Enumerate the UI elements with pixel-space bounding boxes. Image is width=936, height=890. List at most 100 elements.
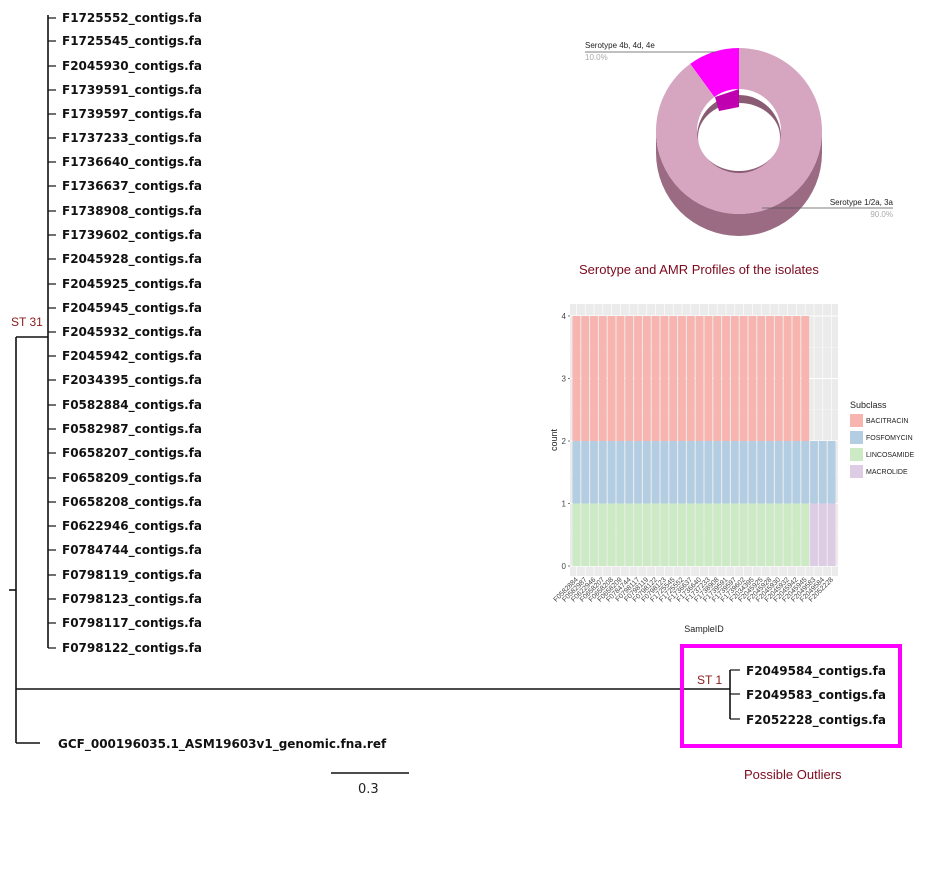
bar-segment — [634, 441, 642, 504]
bar-segment — [660, 316, 669, 441]
bar-segment — [713, 316, 722, 441]
st31-leaf-label: F0658208_contigs.fa — [62, 495, 203, 509]
st1-label: ST 1 — [697, 673, 723, 687]
bar-segment — [792, 316, 801, 441]
st31-leaf-label: F1739591_contigs.fa — [62, 83, 203, 97]
bar-segment — [598, 316, 607, 441]
st1-leaf-label: F2052228_contigs.fa — [746, 713, 887, 727]
bar-segment — [651, 316, 660, 441]
st1-leaf-label: F2049583_contigs.fa — [746, 688, 887, 702]
amr-stacked-bar-chart: 01234F0582884F0582987F0622946F0658207F06… — [549, 304, 915, 634]
bar-segment — [669, 316, 678, 441]
bar-segment — [704, 503, 713, 566]
bar-segment — [634, 316, 642, 441]
st31-leaf-label: F0658209_contigs.fa — [62, 471, 203, 485]
bar-segment — [739, 503, 748, 566]
st31-leaf-label: F2045932_contigs.fa — [62, 325, 203, 339]
bar-segment — [722, 316, 730, 441]
st31-leaf-label: F0798119_contigs.fa — [62, 568, 203, 582]
bar-segment — [757, 441, 766, 504]
bar-segment — [607, 441, 616, 504]
bar-segment — [669, 441, 678, 504]
bar-segment — [783, 316, 792, 441]
bar-segment — [827, 503, 836, 566]
bar-segment — [686, 503, 695, 566]
bar-segment — [581, 316, 590, 441]
bar-segment — [713, 441, 722, 504]
st31-leaf-label: F0798122_contigs.fa — [62, 641, 203, 655]
bar-segment — [669, 503, 678, 566]
bar-segment — [660, 503, 669, 566]
bar-segment — [695, 503, 704, 566]
st31-leaf-label: F0658207_contigs.fa — [62, 446, 203, 460]
bar-segment — [713, 503, 722, 566]
bar-segment — [607, 316, 616, 441]
donut-slice-major — [656, 48, 822, 214]
bar-segment — [827, 441, 836, 504]
st31-leaf-label: F1738908_contigs.fa — [62, 204, 203, 218]
bar-segment — [739, 441, 748, 504]
st31-leaf-label: F1725545_contigs.fa — [62, 34, 203, 48]
bar-segment — [792, 441, 801, 504]
st31-leaf-label: F2045945_contigs.fa — [62, 301, 203, 315]
bar-segment — [598, 441, 607, 504]
st31-leaf-label: F1737233_contigs.fa — [62, 131, 203, 145]
st31-leaf-label: F0798123_contigs.fa — [62, 592, 203, 606]
bar-segment — [572, 503, 581, 566]
y-tick-label: 1 — [562, 500, 567, 509]
outliers-caption: Possible Outliers — [744, 767, 842, 782]
bar-segment — [757, 316, 766, 441]
st31-leaf-label: F0798117_contigs.fa — [62, 616, 203, 630]
st31-leaf-label: F1725552_contigs.fa — [62, 11, 203, 25]
donut-pct-major: 90.0% — [870, 210, 893, 219]
legend-title: Subclass — [850, 400, 887, 410]
y-tick-label: 2 — [562, 437, 567, 446]
bar-segment — [766, 503, 774, 566]
st31-leaf-label: F0784744_contigs.fa — [62, 543, 203, 557]
x-axis-title: SampleID — [684, 624, 724, 634]
bar-segment — [686, 316, 695, 441]
legend-label: BACITRACIN — [866, 418, 908, 425]
bar-segment — [607, 503, 616, 566]
bar-segment — [572, 441, 581, 504]
bar-segment — [678, 316, 686, 441]
st31-leaf-label: F0582987_contigs.fa — [62, 422, 203, 436]
bar-segment — [801, 441, 810, 504]
bar-segment — [625, 503, 634, 566]
bar-segment — [660, 441, 669, 504]
bar-segment — [818, 503, 827, 566]
bar-segment — [748, 316, 757, 441]
y-tick-label: 0 — [562, 562, 567, 571]
serotype-donut-chart: Serotype 4b, 4d, 4e 10.0% Serotype 1/2a,… — [585, 41, 894, 236]
bar-segment — [625, 441, 634, 504]
bar-segment — [625, 316, 634, 441]
bar-segment — [704, 316, 713, 441]
bar-segment — [572, 316, 581, 441]
bar-segment — [704, 441, 713, 504]
bar-segment — [722, 441, 730, 504]
bar-segment — [801, 316, 810, 441]
bar-segment — [730, 503, 739, 566]
bar-segment — [748, 503, 757, 566]
donut-label-major: Serotype 1/2a, 3a — [830, 198, 894, 207]
bar-segment — [739, 316, 748, 441]
y-tick-label: 4 — [562, 312, 567, 321]
st31-leaf-label: F0622946_contigs.fa — [62, 519, 203, 533]
st31-leaf-label: F1739602_contigs.fa — [62, 228, 203, 242]
st31-leaf-label: F2045942_contigs.fa — [62, 349, 203, 363]
st31-label: ST 31 — [11, 315, 43, 329]
bar-segment — [774, 316, 783, 441]
legend-swatch — [850, 431, 863, 444]
reference-leaf-label: GCF_000196035.1_ASM19603v1_genomic.fna.r… — [58, 737, 387, 751]
st31-leaf-label: F2045925_contigs.fa — [62, 277, 203, 291]
st31-leaf-label: F0582884_contigs.fa — [62, 398, 203, 412]
st1-leaf-label: F2049584_contigs.fa — [746, 664, 887, 678]
bar-segment — [748, 441, 757, 504]
bar-segment — [616, 503, 625, 566]
bar-segment — [757, 503, 766, 566]
bar-segment — [678, 441, 686, 504]
bar-segment — [801, 503, 810, 566]
legend-label: MACROLIDE — [866, 469, 908, 476]
bar-segment — [616, 441, 625, 504]
